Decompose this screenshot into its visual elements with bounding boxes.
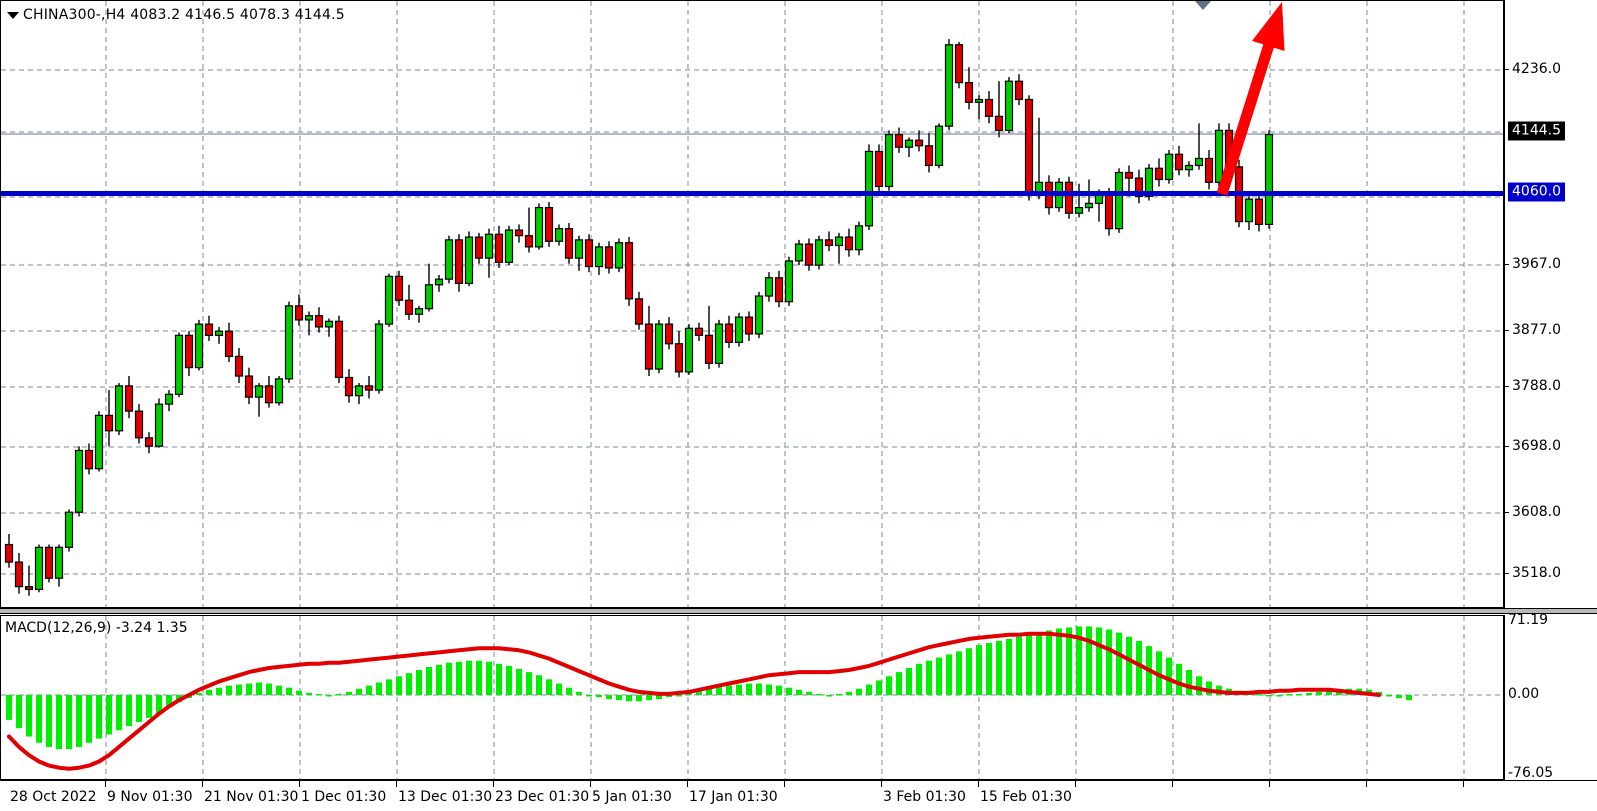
price-axis-tick xyxy=(1504,512,1509,513)
macd-title: MACD(12,26,9) -3.24 1.35 xyxy=(5,620,188,636)
price-axis-line xyxy=(1504,0,1505,608)
price-axis-tick xyxy=(1504,264,1509,265)
time-axis-tick xyxy=(1172,781,1173,787)
price-chart-canvas xyxy=(1,1,1503,607)
time-axis-label: 13 Dec 01:30 xyxy=(398,789,493,805)
time-axis-label: 21 Nov 01:30 xyxy=(204,789,299,805)
time-axis[interactable]: 28 Oct 2022 9 Nov 01:30 21 Nov 01:30 1 Dec … xyxy=(0,780,1597,811)
macd-indicator-panel[interactable]: MACD(12,26,9) -3.24 1.35 xyxy=(0,615,1504,780)
last-price-badge[interactable]: 4144.5 xyxy=(1508,121,1565,141)
macd-canvas xyxy=(1,616,1503,779)
time-axis-tick xyxy=(105,781,106,787)
price-axis-tick xyxy=(1504,573,1509,574)
price-axis-tick xyxy=(1504,386,1509,387)
time-axis-tick xyxy=(1366,781,1367,787)
time-axis-tick xyxy=(493,781,494,787)
time-axis-label: 15 Feb 01:30 xyxy=(980,789,1072,805)
time-axis-tick xyxy=(978,781,979,787)
price-axis-label: 3967.0 xyxy=(1512,256,1561,272)
time-axis-label: 28 Oct 2022 xyxy=(10,789,97,805)
chart-title: CHINA300-,H4 4083.2 4146.5 4078.3 4144.5 xyxy=(23,7,345,23)
price-axis-tick xyxy=(1504,330,1509,331)
time-axis-label: 1 Dec 01:30 xyxy=(301,789,387,805)
price-axis-label: 4236.0 xyxy=(1512,61,1561,77)
time-axis-label: 17 Jan 01:30 xyxy=(689,789,778,805)
macd-axis[interactable]: 71.19 0.00 -76.05 xyxy=(1504,612,1597,781)
time-axis-label: 9 Nov 01:30 xyxy=(107,789,193,805)
price-axis-label: 3877.0 xyxy=(1512,322,1561,338)
chart-top-marker xyxy=(1195,1,1211,10)
price-axis-label: 3698.0 xyxy=(1512,438,1561,454)
time-axis-label: 23 Dec 01:30 xyxy=(495,789,590,805)
macd-axis-label: 0.00 xyxy=(1508,685,1540,702)
time-axis-tick xyxy=(396,781,397,787)
time-axis-label: 5 Jan 01:30 xyxy=(592,789,672,805)
time-axis-tick xyxy=(1269,781,1270,787)
time-axis-tick xyxy=(590,781,591,787)
time-axis-tick xyxy=(202,781,203,787)
time-axis-tick xyxy=(881,781,882,787)
time-axis-tick xyxy=(1463,781,1464,787)
price-axis-tick xyxy=(1504,446,1509,447)
macd-axis-label: 71.19 xyxy=(1508,612,1549,628)
price-axis-label: 3608.0 xyxy=(1512,504,1561,520)
price-axis-tick xyxy=(1504,69,1509,70)
support-level-badge[interactable]: 4060.0 xyxy=(1508,182,1565,202)
price-axis[interactable]: 4236.0 3967.0 3877.0 3788.0 3698.0 3608.0 3518… xyxy=(1504,0,1597,608)
time-axis-label: 3 Feb 01:30 xyxy=(883,789,966,805)
price-axis-label: 3788.0 xyxy=(1512,378,1561,394)
macd-axis-label: -76.05 xyxy=(1508,765,1554,781)
time-axis-tick xyxy=(299,781,300,787)
time-axis-tick xyxy=(1075,781,1076,787)
macd-axis-line xyxy=(1504,615,1505,780)
price-chart-panel[interactable]: CHINA300-,H4 4083.2 4146.5 4078.3 4144.5 xyxy=(0,0,1504,608)
price-axis-label: 3518.0 xyxy=(1512,565,1561,581)
time-axis-tick xyxy=(784,781,785,787)
panel-separator[interactable] xyxy=(0,608,1597,614)
chevron-down-icon[interactable] xyxy=(7,12,19,19)
time-axis-tick xyxy=(687,781,688,787)
